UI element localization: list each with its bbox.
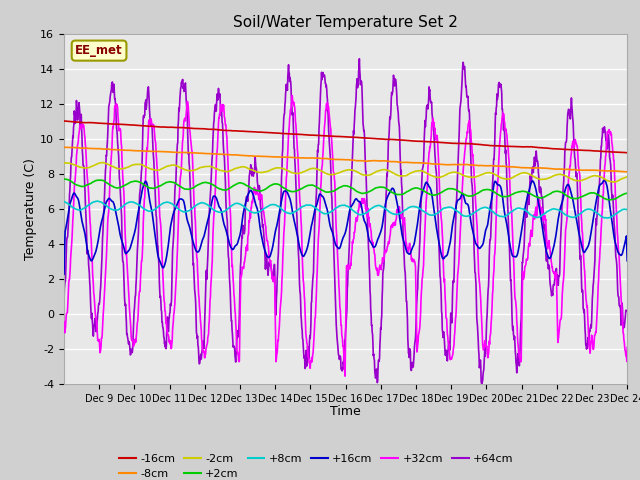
Text: EE_met: EE_met	[76, 44, 123, 57]
X-axis label: Time: Time	[330, 405, 361, 418]
Legend: -16cm, -8cm, -2cm, +2cm, +8cm, +16cm, +32cm, +64cm: -16cm, -8cm, -2cm, +2cm, +8cm, +16cm, +3…	[115, 449, 518, 480]
Title: Soil/Water Temperature Set 2: Soil/Water Temperature Set 2	[233, 15, 458, 30]
Y-axis label: Temperature (C): Temperature (C)	[24, 158, 37, 260]
